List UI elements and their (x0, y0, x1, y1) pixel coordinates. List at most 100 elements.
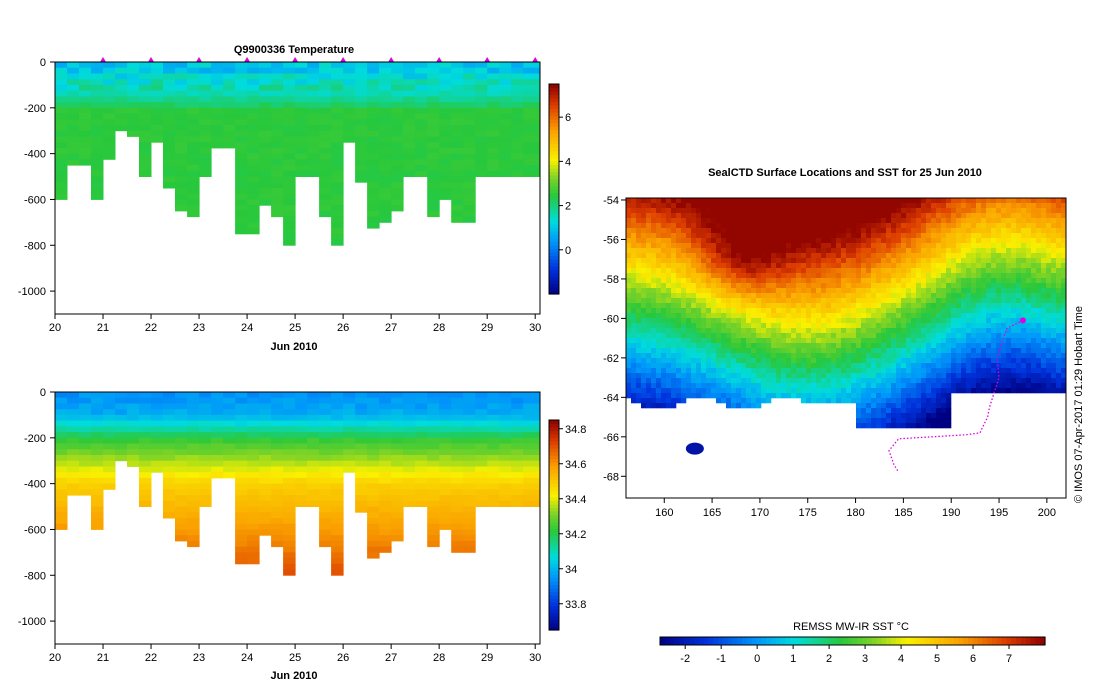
section-cell (259, 518, 272, 525)
section-cell (283, 205, 296, 212)
sst-cell (906, 398, 912, 404)
sst-cell (966, 323, 972, 329)
section-cell (511, 466, 524, 473)
sst-cell (961, 238, 967, 244)
section-cell (151, 432, 164, 439)
sst-cell (706, 283, 712, 289)
sst-cell (961, 363, 967, 369)
sst-cell (681, 313, 687, 319)
sst-cell (866, 263, 872, 269)
section-cell (427, 414, 440, 422)
section-cell (355, 483, 368, 490)
section-cell (499, 483, 512, 490)
sst-cell (841, 303, 847, 309)
section-cell (367, 193, 380, 200)
sst-cell (806, 358, 812, 364)
section-cell (187, 409, 200, 416)
section-cell (355, 67, 368, 74)
section-cell (91, 455, 104, 462)
sst-cell (921, 328, 927, 334)
section-cell (223, 113, 236, 120)
section-cell (427, 477, 440, 485)
section-cell (91, 512, 104, 519)
sst-cell (816, 303, 822, 309)
y-tick-label: -1000 (18, 286, 46, 298)
sst-cell (796, 323, 802, 329)
sst-cell (876, 278, 882, 284)
section-cell (259, 176, 272, 183)
sst-cell (906, 358, 912, 364)
sst-cell (726, 333, 732, 339)
sst-cell (631, 218, 637, 224)
sst-cell (866, 283, 872, 289)
sst-cell (666, 263, 672, 269)
section-cell (175, 392, 188, 399)
sst-cell (746, 368, 752, 374)
section-cell (487, 437, 500, 444)
sst-cell (701, 388, 707, 394)
sst-cell (801, 213, 807, 219)
sst-cell (956, 258, 962, 264)
sst-cell (751, 368, 757, 374)
section-cell (187, 170, 200, 177)
sst-cell (706, 378, 712, 384)
sst-cell (756, 203, 762, 209)
section-cell (67, 125, 80, 132)
sst-cell (796, 293, 802, 299)
sst-cell (966, 373, 972, 379)
sst-cell (891, 278, 897, 284)
section-cell (103, 437, 116, 444)
sst-cell (691, 243, 697, 249)
section-cell (199, 142, 212, 149)
section-cell (79, 472, 92, 479)
section-cell (427, 199, 440, 206)
sst-cell (791, 338, 797, 344)
sst-cell (716, 243, 722, 249)
sst-cell (751, 248, 757, 254)
section-cell (463, 199, 476, 206)
sst-cell (936, 378, 942, 384)
sst-cell (771, 353, 777, 359)
section-cell (475, 125, 488, 132)
section-cell (499, 159, 512, 166)
sst-cell (921, 298, 927, 304)
sst-cell (946, 228, 952, 234)
sst-cell (716, 368, 722, 374)
colorbar-cell (549, 472, 559, 477)
sst-cell (746, 253, 752, 259)
section-cell (355, 102, 368, 109)
sst-cell (871, 303, 877, 309)
sst-cell (716, 278, 722, 284)
sst-cell (846, 383, 852, 389)
section-cell (307, 489, 320, 496)
sst-cell (911, 373, 917, 379)
sst-cell (761, 313, 767, 319)
sst-cell (906, 393, 912, 399)
section-cell (139, 466, 152, 473)
sst-cell (896, 258, 902, 264)
section-cell (367, 397, 380, 404)
sst-cell (871, 393, 877, 399)
sst-cell (706, 393, 712, 399)
colorbar-tick-label: 34.6 (565, 459, 586, 471)
sst-cell (736, 358, 742, 364)
sst-cell (846, 283, 852, 289)
sst-cell (946, 413, 952, 419)
sst-cell (686, 208, 692, 214)
section-cell (271, 90, 284, 97)
section-cell (211, 409, 224, 416)
section-cell (271, 409, 284, 416)
section-cell (151, 96, 164, 103)
sst-cell (651, 343, 657, 349)
sst-cell (911, 318, 917, 324)
section-cell (67, 90, 80, 97)
sst-cell (891, 328, 897, 334)
sst-cell (691, 313, 697, 319)
sst-cell (931, 318, 937, 324)
section-cell (415, 165, 428, 172)
section-cell (283, 130, 296, 137)
section-cell (343, 409, 356, 416)
sst-cell (866, 333, 872, 339)
sst-cell (756, 348, 762, 354)
section-cell (367, 205, 380, 212)
